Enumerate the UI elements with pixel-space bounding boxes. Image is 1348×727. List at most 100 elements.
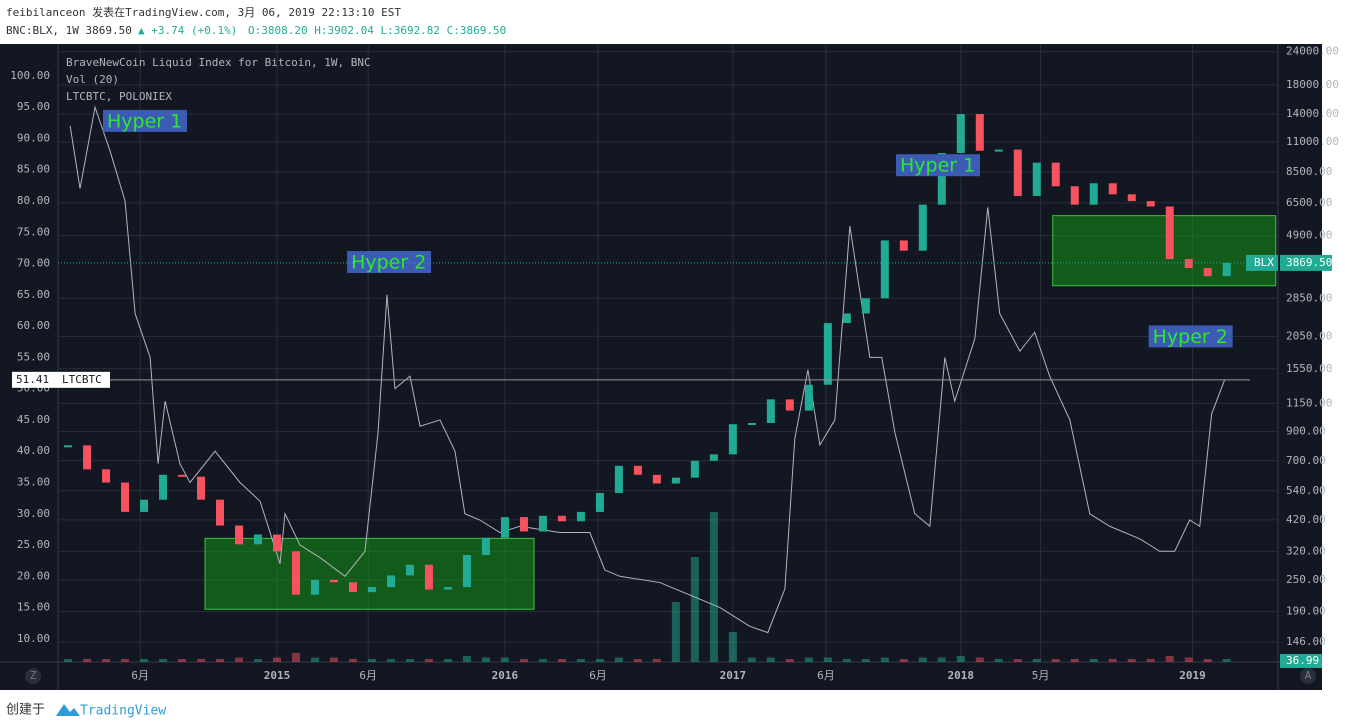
candle	[633, 465, 642, 475]
volume-bar	[481, 657, 490, 662]
volume-bar	[1070, 659, 1079, 662]
volume-bar	[785, 659, 794, 662]
candle-body	[842, 313, 851, 324]
header-line1: feibilanceon 发表在TradingView.com, 3月 06, …	[6, 5, 401, 19]
y2-tick-label: 540.00	[1286, 484, 1326, 497]
candle	[140, 499, 149, 512]
candle	[1222, 262, 1231, 277]
x-tick-label: 2017	[720, 669, 747, 682]
candle	[1013, 149, 1022, 196]
candle	[937, 153, 946, 205]
legend-main: BraveNewCoin Liquid Index for Bitcoin, 1…	[66, 56, 371, 69]
x-tick-label: 6月	[359, 669, 377, 682]
volume-bar	[216, 659, 225, 662]
candle	[880, 240, 889, 299]
volume-bar	[899, 659, 908, 662]
footer-created: 创建于	[6, 703, 45, 718]
volume-bar	[728, 632, 737, 662]
x-tick-label: 6月	[589, 669, 607, 682]
candle-body	[918, 204, 927, 251]
candle	[216, 499, 225, 526]
candle	[557, 515, 566, 522]
x-tick-label: 2016	[492, 669, 519, 682]
candle	[348, 582, 357, 593]
y-tick-label: 80.00	[17, 194, 50, 207]
candle-body	[1146, 201, 1155, 207]
candle-body	[956, 114, 965, 154]
candle	[690, 460, 699, 478]
y-tick-label: 70.00	[17, 257, 50, 270]
candle	[538, 515, 547, 532]
volume-bar	[1146, 659, 1155, 662]
candle	[121, 482, 130, 512]
volume-bar	[1127, 659, 1136, 662]
volume-bar	[443, 659, 452, 662]
candle	[1032, 162, 1041, 196]
candle	[671, 477, 680, 484]
candle-body	[747, 423, 756, 426]
candle-body	[937, 153, 946, 205]
tv-logo	[56, 704, 80, 716]
candle	[178, 474, 187, 477]
candle	[956, 114, 965, 154]
candle	[785, 399, 794, 411]
candle-body	[348, 582, 357, 593]
candle	[1070, 186, 1079, 205]
candle	[329, 579, 338, 583]
y2-tick-label: 24000.00	[1286, 45, 1339, 58]
y2-tick-label: 1550.00	[1286, 362, 1332, 375]
highlight-box	[1052, 215, 1277, 287]
y-tick-label: 65.00	[17, 288, 50, 301]
button-z[interactable]	[25, 668, 41, 684]
x-tick-label: 6月	[131, 669, 149, 682]
candle	[367, 587, 376, 593]
volume-bar	[424, 659, 433, 662]
candle-body	[367, 587, 376, 593]
y-tick-label: 20.00	[17, 569, 50, 582]
candle	[102, 469, 111, 483]
annotation: Hyper 1	[900, 155, 975, 177]
volume-bar	[1032, 659, 1041, 662]
y2-tick-label: 900.00	[1286, 425, 1326, 438]
highlight-box	[204, 537, 535, 610]
candle	[405, 564, 414, 576]
button-z-label[interactable]: Z	[30, 669, 37, 682]
candle-body	[310, 579, 319, 595]
candle	[310, 579, 319, 595]
x-tick-label: 6月	[817, 669, 835, 682]
candle	[254, 534, 263, 545]
volume-bar	[614, 657, 623, 662]
header-change: ▲ +3.74 (+0.1%)	[138, 24, 237, 37]
candle-body	[690, 460, 699, 478]
volume-bar	[1222, 659, 1231, 662]
candle	[159, 474, 168, 500]
candle	[386, 575, 395, 588]
y2-tick-label: 700.00	[1286, 454, 1326, 467]
y-tick-label: 15.00	[17, 601, 50, 614]
candle	[424, 564, 433, 590]
annotation-box	[1148, 325, 1233, 348]
ltcbtc-line	[69, 105, 1226, 634]
candle-body	[652, 474, 661, 484]
y-tick-label: 45.00	[17, 413, 50, 426]
y2-tick-label: 2850.00	[1286, 291, 1332, 304]
volume-bar	[690, 557, 699, 662]
y2-tick-label: 146.00	[1286, 635, 1326, 648]
candle-body	[216, 499, 225, 526]
volume-bar	[386, 659, 395, 662]
candle	[747, 423, 756, 426]
volume-bar	[140, 659, 149, 662]
button-a[interactable]	[1300, 668, 1316, 684]
candle-body	[254, 534, 263, 545]
button-a-label[interactable]: A	[1305, 669, 1312, 682]
candle-body	[102, 469, 111, 483]
y2-tick-label: 190.00	[1286, 605, 1326, 618]
candle	[899, 240, 908, 251]
candle	[291, 551, 300, 595]
candle	[804, 384, 813, 411]
volume-bar	[652, 659, 661, 662]
candle	[1165, 206, 1174, 260]
candle-body	[633, 465, 642, 475]
candle	[1184, 259, 1193, 269]
